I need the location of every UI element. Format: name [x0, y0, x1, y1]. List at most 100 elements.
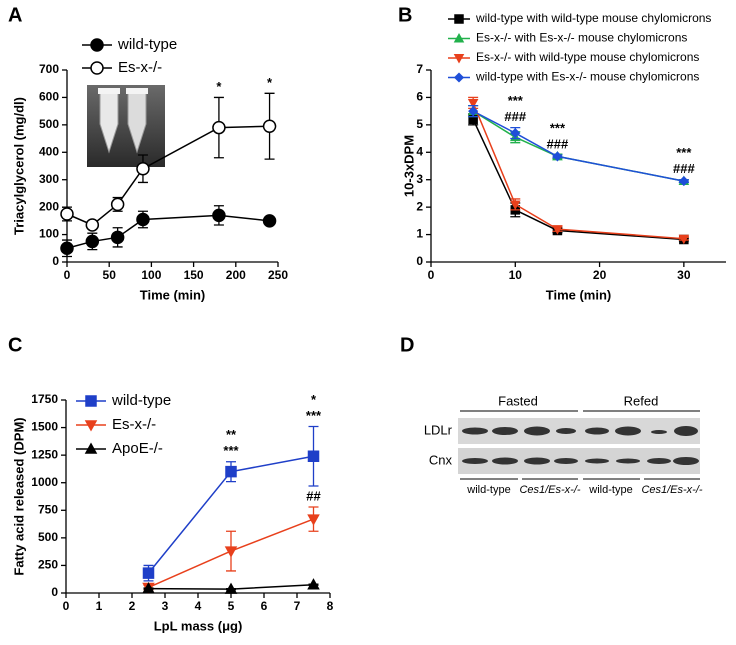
marker — [212, 120, 226, 135]
legend-marker — [84, 420, 98, 432]
annotation: *** — [508, 93, 524, 108]
marker — [142, 582, 155, 594]
legend-label: wild-type — [117, 36, 177, 53]
panel-label: C — [8, 334, 22, 356]
y-tick-label: 3 — [416, 172, 423, 186]
annotation: *** — [306, 408, 322, 423]
x-axis-title: Time (min) — [140, 287, 206, 302]
panel-label: A — [8, 4, 22, 26]
marker — [468, 106, 479, 117]
marker — [110, 197, 125, 212]
y-tick-label: 1000 — [31, 475, 58, 489]
marker — [136, 212, 150, 227]
annotation: *** — [223, 443, 239, 458]
marker — [552, 151, 563, 162]
marker — [85, 234, 100, 249]
y-tick-label: 1250 — [31, 447, 58, 461]
y-tick-label: 200 — [39, 199, 59, 213]
marker — [307, 514, 320, 526]
western-blot — [458, 410, 700, 480]
marker — [60, 241, 74, 256]
y-tick-label: 0 — [51, 585, 58, 599]
annotation: * — [311, 392, 317, 407]
x-tick-label: 200 — [226, 268, 246, 282]
y-tick-label: 400 — [39, 144, 59, 158]
row-label: LDLr — [424, 422, 453, 437]
legend-marker — [84, 442, 98, 454]
legend-label: wild-type with wild-type mouse chylomicr… — [475, 11, 711, 25]
x-axis-title: Time (min) — [546, 287, 612, 302]
legend-label: Es-x-/- — [118, 59, 162, 76]
annotation: * — [216, 79, 222, 94]
x-tick-label: 1 — [96, 599, 103, 613]
x-tick-label: 3 — [162, 599, 169, 613]
marker — [552, 225, 563, 235]
marker — [110, 230, 125, 245]
marker — [468, 114, 478, 125]
y-tick-label: 500 — [39, 117, 59, 131]
panel-label: B — [398, 4, 412, 26]
series-line — [472, 110, 685, 182]
group-label: Fasted — [498, 393, 538, 408]
y-tick-label: 1500 — [31, 420, 58, 434]
annotation: ** — [226, 427, 237, 442]
marker — [85, 218, 100, 232]
marker — [224, 582, 238, 594]
annotation: ## — [306, 488, 321, 503]
x-tick-label: 50 — [103, 268, 117, 282]
x-tick-label: 0 — [63, 599, 70, 613]
annotation: ### — [673, 161, 695, 176]
y-tick-label: 750 — [38, 502, 58, 516]
y-tick-label: 700 — [39, 62, 59, 76]
y-tick-label: 100 — [39, 227, 59, 241]
legend-label: ApoE-/- — [112, 440, 163, 457]
row-label: Cnx — [429, 452, 453, 467]
legend-marker — [85, 395, 97, 407]
y-tick-label: 250 — [38, 558, 58, 572]
marker — [225, 465, 237, 478]
legend-marker — [90, 61, 104, 75]
marker — [60, 207, 74, 221]
x-tick-label: 100 — [141, 268, 161, 282]
legend-label: Es-x-/- with Es-x-/- mouse chylomicrons — [476, 31, 687, 45]
marker — [136, 161, 150, 176]
inset-photo — [87, 85, 165, 167]
y-tick-label: 500 — [38, 530, 58, 544]
legend-marker — [453, 32, 465, 43]
x-tick-label: 2 — [129, 599, 136, 613]
y-tick-label: 0 — [52, 254, 59, 268]
legend-marker — [453, 72, 465, 83]
y-tick-label: 2 — [416, 199, 423, 213]
y-axis-title: Fatty acid released (DPM) — [11, 417, 26, 575]
annotation: *** — [550, 120, 566, 135]
x-tick-label: 30 — [677, 268, 691, 282]
x-tick-label: 20 — [593, 268, 607, 282]
marker — [262, 214, 277, 228]
annotation: ### — [504, 109, 526, 124]
marker — [467, 98, 479, 109]
annotation: * — [267, 75, 273, 90]
marker — [678, 234, 690, 245]
marker — [307, 450, 320, 462]
y-axis-title: Triacylglycerol (mg/dl) — [11, 97, 26, 235]
legend-label: wild-type with Es-x-/- mouse chylomicron… — [475, 70, 699, 84]
x-tick-label: 10 — [509, 268, 523, 282]
x-tick-label: 7 — [294, 599, 301, 613]
y-tick-label: 0 — [416, 254, 423, 268]
series-line — [472, 102, 684, 240]
x-tick-label: 150 — [184, 268, 204, 282]
lane-label: Ces1/Es-x-/- — [641, 484, 702, 496]
marker — [678, 176, 689, 187]
legend-marker — [453, 54, 465, 64]
lane-label: wild-type — [466, 484, 510, 496]
y-tick-label: 1750 — [31, 392, 58, 406]
y-tick-label: 300 — [39, 172, 59, 186]
marker — [142, 567, 155, 579]
marker — [510, 200, 521, 210]
y-axis-title: 10-3xDPM — [401, 135, 416, 197]
x-tick-label: 0 — [64, 268, 71, 282]
marker — [262, 119, 277, 133]
group-label: Refed — [624, 393, 659, 408]
x-tick-label: 0 — [428, 268, 435, 282]
